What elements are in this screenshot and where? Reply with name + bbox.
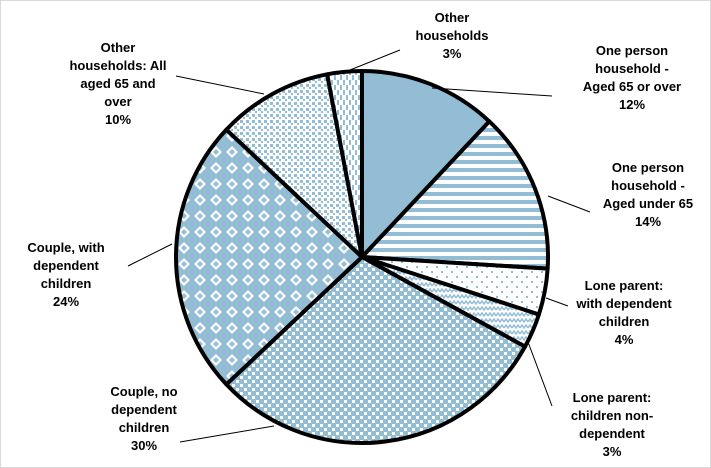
slice-label-line: 14% <box>635 214 661 229</box>
leader-line-5 <box>179 425 275 443</box>
slice-label-2: One person household - Aged under 65 14% <box>603 160 693 229</box>
slice-label-line: children <box>119 420 170 435</box>
slice-label-4: Lone parent: children non-dependent 3% <box>571 390 653 459</box>
slice-label-line: aged 65 and <box>80 76 155 91</box>
slice-label-line: Lone parent: <box>573 390 652 405</box>
slice-label-line: Couple, no <box>110 384 177 399</box>
slice-label-line: One person <box>612 160 684 175</box>
leader-line-8 <box>349 49 401 71</box>
slice-label-line: 12% <box>619 97 645 112</box>
slice-label-6: Couple, with dependent children 24% <box>27 240 104 309</box>
slice-label-line: Couple, with <box>27 240 104 255</box>
slice-label-line: Other <box>435 10 470 25</box>
pie-slice-5 <box>224 255 527 445</box>
leader-line-3 <box>545 297 569 307</box>
slice-label-line: over <box>104 94 131 109</box>
slice-label-line: 3% <box>443 46 462 61</box>
slice-label-line: Other <box>101 40 136 55</box>
slice-label-line: children <box>41 276 92 291</box>
slice-label-line: Aged under 65 <box>603 196 693 211</box>
slice-label-line: dependent <box>111 402 177 417</box>
slice-label-line: households <box>416 28 489 43</box>
slice-label-line: 4% <box>615 332 634 347</box>
slice-label-line: households: All <box>69 58 166 73</box>
slice-label-line: 24% <box>53 294 79 309</box>
slice-label-line: 10% <box>105 112 131 127</box>
slice-label-line: dependent <box>33 258 99 273</box>
leader-line-2 <box>547 195 591 213</box>
pie-slice-8 <box>325 68 364 259</box>
slice-label-3: Lone parent: with dependent children 4% <box>575 278 672 347</box>
slice-label-line: 30% <box>131 438 157 453</box>
slice-label-line: One person <box>596 43 668 58</box>
leader-line-7 <box>175 75 265 95</box>
slice-label-line: 3% <box>603 444 622 459</box>
slice-label-5: Couple, no dependent children 30% <box>110 384 177 453</box>
slice-label-7: Other households: All aged 65 and over 10% <box>69 40 166 127</box>
leader-line-1 <box>431 87 553 97</box>
slice-label-line: dependent <box>579 426 645 441</box>
leader-line-4 <box>527 341 553 407</box>
slice-label-line: Lone parent: <box>585 278 664 293</box>
slice-label-line: with dependent <box>575 296 672 311</box>
pie-slice-6 <box>174 127 364 387</box>
pie-slice-7 <box>224 72 364 259</box>
pie-slice-1 <box>360 69 492 259</box>
slice-label-line: Aged 65 or over <box>583 79 681 94</box>
slice-label-line: household - <box>611 178 685 193</box>
slice-label-line: children <box>599 314 650 329</box>
pie-slice-2 <box>360 119 550 271</box>
slice-label-line: household - <box>595 61 669 76</box>
slice-label-1: One person household - Aged 65 or over 12% <box>583 43 681 112</box>
slice-label-line: children non- <box>571 408 653 423</box>
leader-line-6 <box>127 243 173 267</box>
slice-label-8: Other households 3% <box>416 10 489 61</box>
